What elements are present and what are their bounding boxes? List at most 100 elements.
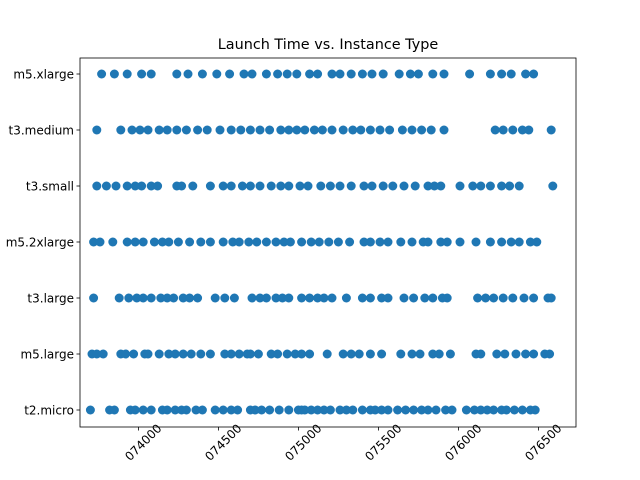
data-point — [95, 237, 105, 247]
data-point — [146, 405, 156, 415]
data-point — [170, 349, 180, 359]
data-point — [226, 125, 236, 135]
data-point — [181, 125, 191, 135]
y-axis: t2.micro m5.large t3.large m5.2xlarge t3.sma… — [6, 68, 80, 418]
data-point — [468, 181, 478, 191]
data-point — [497, 181, 507, 191]
data-point — [101, 181, 111, 191]
data-point — [306, 237, 316, 247]
data-point — [247, 293, 257, 303]
data-point — [423, 405, 433, 415]
data-point — [327, 125, 337, 135]
data-point — [377, 349, 387, 359]
y-tick-label: m5.2xlarge — [6, 236, 74, 250]
data-point — [370, 405, 380, 415]
data-point — [316, 181, 326, 191]
data-point — [170, 405, 180, 415]
data-point — [399, 181, 409, 191]
data-point — [357, 405, 367, 415]
data-point — [130, 237, 140, 247]
data-point — [469, 405, 479, 415]
data-point — [394, 69, 404, 79]
data-point — [441, 405, 451, 415]
data-point — [154, 125, 164, 135]
data-point — [205, 237, 215, 247]
data-point — [461, 405, 471, 415]
data-point — [517, 405, 527, 415]
data-point — [365, 125, 375, 135]
data-point — [401, 405, 411, 415]
data-point — [409, 293, 419, 303]
data-point — [359, 181, 369, 191]
data-point — [284, 405, 294, 415]
data-point — [497, 69, 507, 79]
data-point — [279, 237, 289, 247]
data-point — [514, 237, 524, 247]
data-point — [185, 293, 195, 303]
data-point — [252, 237, 262, 247]
data-point — [297, 349, 307, 359]
data-point — [383, 405, 393, 415]
data-point — [276, 125, 286, 135]
data-point — [266, 349, 276, 359]
data-point — [338, 125, 348, 135]
data-point — [367, 181, 377, 191]
data-point — [109, 69, 119, 79]
data-point — [471, 237, 481, 247]
plot-frame — [79, 57, 577, 428]
data-point — [92, 181, 102, 191]
data-point — [436, 181, 446, 191]
data-point — [169, 293, 179, 303]
data-point — [333, 237, 343, 247]
data-point — [122, 237, 132, 247]
data-point — [196, 237, 206, 247]
data-point — [317, 125, 327, 135]
data-point — [492, 349, 502, 359]
data-point — [143, 349, 153, 359]
data-point — [313, 405, 323, 415]
data-point — [97, 69, 107, 79]
data-point — [234, 349, 244, 359]
data-point — [388, 181, 398, 191]
data-point — [465, 69, 475, 79]
data-point — [162, 125, 172, 135]
data-point — [143, 125, 153, 135]
data-point — [234, 237, 244, 247]
data-point — [439, 125, 449, 135]
data-point — [442, 237, 452, 247]
data-point — [255, 181, 265, 191]
data-point — [111, 181, 121, 191]
data-point — [127, 125, 137, 135]
data-point — [202, 125, 212, 135]
data-point — [509, 405, 519, 415]
data-point — [345, 237, 355, 247]
data-point — [274, 405, 284, 415]
data-point — [177, 181, 187, 191]
data-point — [305, 293, 315, 303]
data-point — [154, 349, 164, 359]
data-point — [271, 237, 281, 247]
data-point — [383, 237, 393, 247]
data-point — [489, 405, 499, 415]
data-point — [482, 405, 492, 415]
data-point — [253, 349, 263, 359]
data-point — [162, 293, 172, 303]
data-point — [397, 125, 407, 135]
data-point — [396, 237, 406, 247]
data-point — [415, 349, 425, 359]
data-point — [138, 293, 148, 303]
data-point — [407, 237, 417, 247]
data-point — [383, 293, 393, 303]
data-point — [245, 349, 255, 359]
data-point — [481, 293, 491, 303]
data-point — [485, 69, 495, 79]
data-point — [473, 293, 483, 303]
data-point — [156, 293, 166, 303]
data-point — [285, 237, 295, 247]
data-point — [431, 405, 441, 415]
data-point — [476, 349, 486, 359]
data-point — [130, 405, 140, 415]
data-point — [359, 237, 369, 247]
data-point — [428, 349, 438, 359]
data-point — [309, 125, 319, 135]
